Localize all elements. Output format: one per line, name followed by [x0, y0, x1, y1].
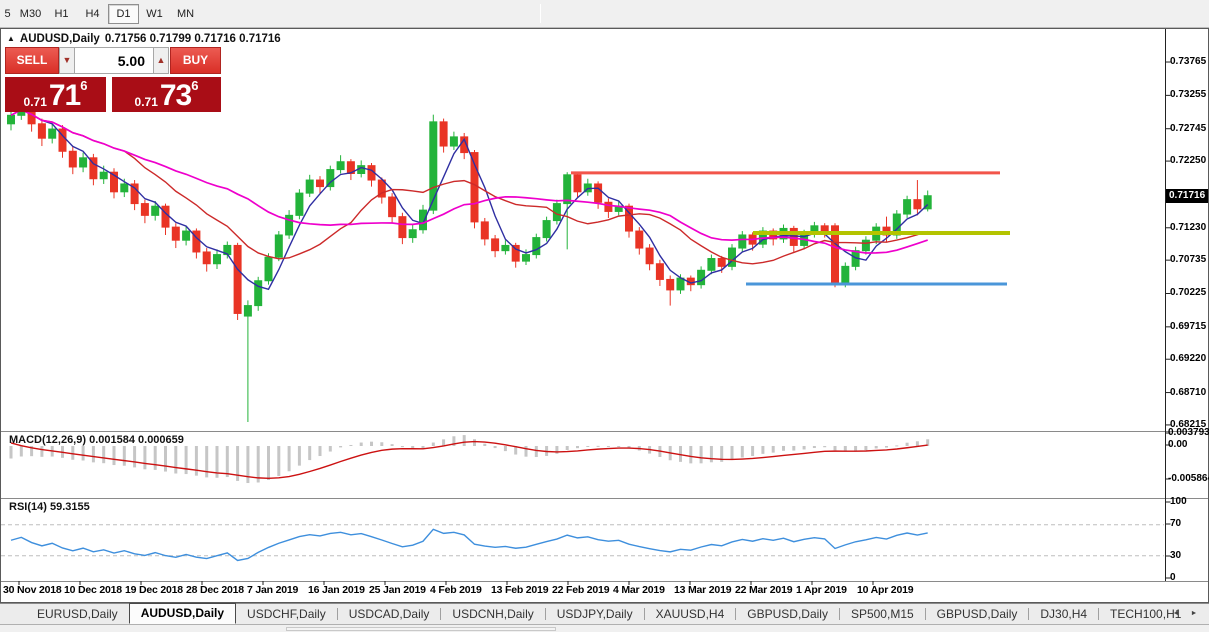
- tab-usdcnh-daily[interactable]: USDCNH,Daily: [452, 607, 534, 621]
- period-button-M30[interactable]: M30: [19, 7, 42, 20]
- tab-gbpusd-daily[interactable]: GBPUSD,Daily: [936, 607, 1018, 621]
- volume-input[interactable]: [75, 47, 153, 74]
- date-axis-label: 4 Feb 2019: [430, 584, 482, 596]
- price-axis-label: 0.72745: [1170, 122, 1207, 134]
- tab-separator: [643, 608, 645, 620]
- buy-price-display[interactable]: 0.71 73 6: [112, 77, 221, 112]
- price-axis-label: 0.69220: [1170, 353, 1207, 365]
- date-axis-label: 7 Jan 2019: [247, 584, 299, 596]
- price-axis-label: 0.73765: [1170, 56, 1207, 68]
- price-axis-label: 0.73255: [1170, 89, 1207, 101]
- chart-tab-bar: EURUSD,Daily AUDUSD,Daily USDCHF,Daily USDC…: [0, 603, 1209, 624]
- buy-price-pips: 73: [159, 79, 192, 112]
- sell-price-prefix: 0.71: [23, 95, 47, 109]
- price-axis-label: 0.71230: [1170, 221, 1207, 233]
- date-axis-label: 28 Dec 2018: [186, 584, 244, 596]
- rsi-line: [10, 528, 928, 562]
- tab-separator: [1028, 608, 1030, 620]
- ma-mid-line: [10, 108, 928, 265]
- timeframe-toolbar: 5 M30 H1 H4 D1 W1 MN: [0, 0, 1209, 28]
- toolbar-separator: [540, 4, 541, 23]
- macd-signal-line: [10, 440, 928, 480]
- tab-separator: [544, 608, 546, 620]
- date-axis-label: 10 Apr 2019: [857, 584, 914, 596]
- chart-ohlc-readout: 0.71756 0.71799 0.71716 0.71716: [104, 33, 281, 45]
- period-button-H4[interactable]: H4: [85, 7, 100, 20]
- tab-separator: [735, 608, 737, 620]
- period-button-MN[interactable]: MN: [176, 7, 195, 20]
- tab-usdcad-daily[interactable]: USDCAD,Daily: [348, 607, 430, 621]
- rsi-axis-label: 0: [1170, 572, 1176, 583]
- date-axis-label: 22 Mar 2019: [735, 584, 793, 596]
- buy-price-prefix: 0.71: [134, 95, 158, 109]
- tab-usdjpy-daily[interactable]: USDJPY,Daily: [556, 607, 633, 621]
- ma-slow-line: [10, 108, 928, 254]
- period-button-5[interactable]: 5: [4, 7, 11, 20]
- sell-button[interactable]: SELL: [5, 47, 59, 74]
- date-axis-label: 13 Feb 2019: [491, 584, 549, 596]
- macd-axis-label: 0.00: [1168, 439, 1188, 450]
- macd-label: MACD(12,26,9) 0.001584 0.000659: [9, 434, 184, 446]
- axis-ticks: [18, 61, 1171, 585]
- tab-xauusd-h4[interactable]: XAUUSD,H4: [655, 607, 725, 621]
- tab-sp500-m15[interactable]: SP500,M15: [850, 607, 914, 621]
- chart-window: ▲ AUDUSD,Daily 0.71756 0.71799 0.71716 0…: [0, 28, 1209, 603]
- date-axis-label: 25 Jan 2019: [369, 584, 426, 596]
- collapse-icon[interactable]: ▲: [7, 33, 15, 43]
- rsi-axis-label: 100: [1170, 496, 1187, 507]
- rsi-axis-label: 70: [1170, 518, 1182, 529]
- price-axis-label: 0.68710: [1170, 386, 1207, 398]
- sell-price-point: 6: [80, 78, 88, 93]
- period-button-H1[interactable]: H1: [54, 7, 69, 20]
- tab-separator: [924, 608, 926, 620]
- chart-symbol-label: AUDUSD,Daily: [19, 33, 100, 45]
- period-button-W1[interactable]: W1: [146, 7, 163, 20]
- macd-axis-label: 0.003793: [1168, 427, 1209, 438]
- tab-scroll-right-icon[interactable]: ►: [1190, 610, 1198, 617]
- price-axis-label: 0.70225: [1170, 287, 1207, 299]
- date-axis-label: 30 Nov 2018: [3, 584, 62, 596]
- sell-price-pips: 71: [48, 79, 81, 112]
- one-click-trade-panel: SELL ▼ ▲ BUY 0.71 71 6 0.71 73 6: [5, 47, 221, 141]
- buy-button[interactable]: BUY: [170, 47, 221, 74]
- rsi-label: RSI(14) 59.3155: [9, 501, 90, 513]
- chart-canvas[interactable]: [0, 28, 1209, 603]
- status-bar: [0, 624, 1209, 632]
- chart-header: ▲ AUDUSD,Daily 0.71756 0.71799 0.71716 0…: [7, 33, 281, 45]
- volume-increase-button[interactable]: ▲: [153, 47, 169, 74]
- tab-eurusd-daily[interactable]: EURUSD,Daily: [37, 607, 118, 621]
- price-axis-label: 0.68215: [1170, 418, 1207, 430]
- tab-dj30-h4[interactable]: DJ30,H4: [1040, 607, 1088, 621]
- tab-separator: [838, 608, 840, 620]
- date-axis-label: 4 Mar 2019: [613, 584, 665, 596]
- price-axis-label: 0.69715: [1170, 320, 1207, 332]
- date-axis-label: 1 Apr 2019: [796, 584, 847, 596]
- buy-price-point: 6: [191, 78, 199, 93]
- sell-price-display[interactable]: 0.71 71 6: [5, 77, 106, 112]
- date-axis-label: 22 Feb 2019: [552, 584, 610, 596]
- tab-separator: [336, 608, 338, 620]
- price-axis-label: 0.70735: [1170, 254, 1207, 266]
- macd-axis-label: -0.005864: [1168, 473, 1209, 484]
- date-axis-label: 19 Dec 2018: [125, 584, 183, 596]
- period-button-D1[interactable]: D1: [108, 3, 139, 24]
- current-price-tag: 0.71716: [1166, 189, 1208, 203]
- rsi-axis-label: 30: [1170, 550, 1182, 561]
- volume-decrease-button[interactable]: ▼: [59, 47, 75, 74]
- tab-separator: [440, 608, 442, 620]
- tab-scroll-left-icon[interactable]: ◄: [1172, 610, 1180, 617]
- tab-gbpusd-daily[interactable]: GBPUSD,Daily: [747, 607, 828, 621]
- price-axis-label: 0.72250: [1170, 155, 1207, 167]
- tab-tech100-h1[interactable]: TECH100,H1: [1110, 607, 1182, 621]
- date-axis-label: 10 Dec 2018: [64, 584, 122, 596]
- tab-usdchf-daily[interactable]: USDCHF,Daily: [247, 607, 326, 621]
- tab-separator: [1098, 608, 1100, 620]
- status-bar-cell: [286, 627, 556, 631]
- tab-audusd-daily[interactable]: AUDUSD,Daily: [128, 603, 237, 624]
- date-axis-label: 16 Jan 2019: [308, 584, 365, 596]
- date-axis-label: 13 Mar 2019: [674, 584, 732, 596]
